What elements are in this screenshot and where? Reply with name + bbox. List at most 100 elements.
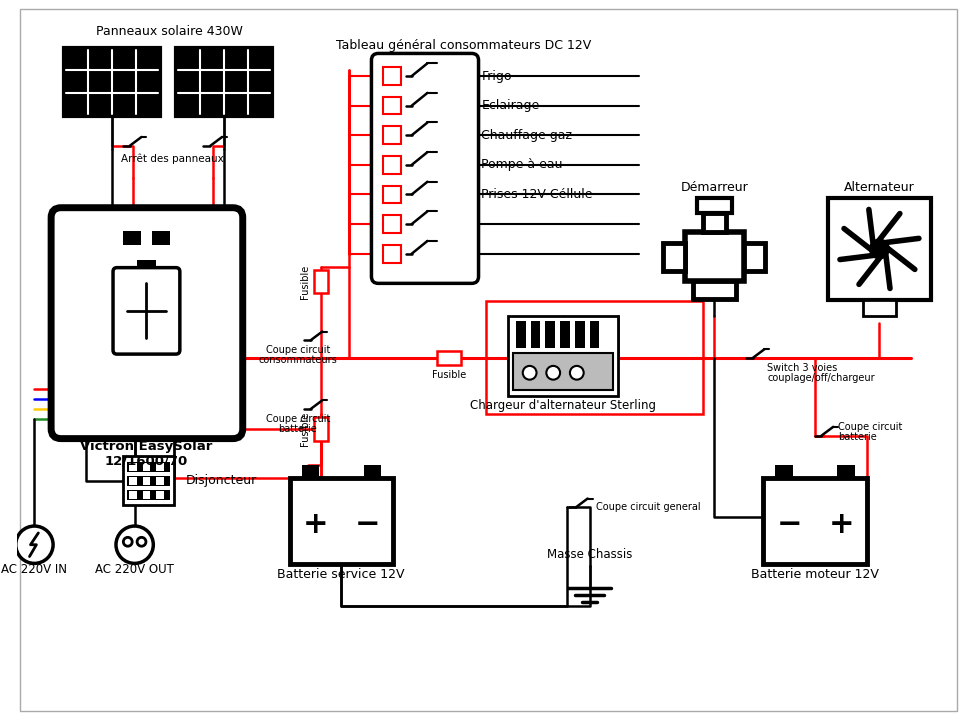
Text: Arrêt des panneaux: Arrêt des panneaux [121, 153, 224, 164]
Bar [153, 231, 170, 245]
FancyBboxPatch shape [51, 207, 243, 438]
Bar [127, 490, 170, 500]
Bar [828, 198, 930, 300]
Text: AC 220V IN: AC 220V IN [1, 563, 67, 576]
Bar [697, 198, 732, 212]
Circle shape [15, 526, 53, 563]
Text: Disjoncteur: Disjoncteur [185, 474, 257, 487]
Bar [156, 491, 164, 498]
Circle shape [116, 526, 154, 563]
Text: Fusible: Fusible [300, 412, 309, 446]
Text: Masse Chassis: Masse Chassis [547, 549, 633, 562]
Bar [863, 300, 896, 316]
Bar [315, 417, 328, 441]
Bar [315, 269, 328, 293]
Text: Pompe à eau: Pompe à eau [482, 158, 563, 171]
Bar [301, 465, 320, 478]
Text: Panneaux solaire 430W: Panneaux solaire 430W [96, 25, 243, 38]
Bar [828, 198, 930, 300]
Bar [129, 477, 136, 485]
Text: Prises 12V Céllule: Prises 12V Céllule [482, 188, 593, 201]
FancyBboxPatch shape [372, 53, 478, 284]
Bar [763, 478, 867, 564]
Text: Fusible: Fusible [432, 370, 467, 380]
Bar [290, 478, 393, 564]
Bar [142, 477, 151, 485]
Text: Coupe circuit: Coupe circuit [266, 345, 330, 355]
Bar [516, 320, 526, 348]
Bar [176, 48, 273, 117]
Bar [383, 215, 401, 233]
Text: Batterie service 12V: Batterie service 12V [277, 567, 405, 581]
Text: Alternateur: Alternateur [844, 181, 915, 194]
Bar [487, 301, 703, 414]
Bar [136, 260, 156, 271]
Text: Démarreur: Démarreur [681, 181, 748, 194]
Bar [127, 462, 170, 472]
Bar [589, 320, 599, 348]
Text: Switch 3 voies: Switch 3 voies [767, 363, 838, 373]
Text: Coupe circuit general: Coupe circuit general [596, 503, 701, 513]
Bar [545, 320, 555, 348]
Text: batterie: batterie [838, 431, 876, 441]
Bar [383, 67, 401, 85]
Bar [64, 48, 160, 117]
Text: Tableau général consommateurs DC 12V: Tableau général consommateurs DC 12V [336, 39, 591, 52]
FancyBboxPatch shape [113, 268, 180, 354]
Bar [744, 243, 765, 271]
Bar [383, 156, 401, 174]
Text: Frigo: Frigo [482, 70, 512, 83]
Bar [508, 316, 618, 396]
Circle shape [570, 366, 584, 379]
Bar [156, 477, 164, 485]
Bar [663, 243, 684, 271]
Bar [127, 476, 170, 486]
Bar [771, 486, 859, 557]
Bar [703, 212, 726, 233]
Circle shape [836, 206, 923, 292]
Bar [142, 463, 151, 471]
Bar [290, 478, 393, 564]
Text: Batterie moteur 12V: Batterie moteur 12V [751, 567, 878, 581]
Bar [383, 245, 401, 263]
Bar [364, 465, 381, 478]
Text: −: − [355, 510, 380, 539]
Text: consommateurs: consommateurs [258, 355, 337, 365]
Circle shape [123, 537, 132, 546]
Bar [437, 351, 461, 365]
Text: Coupe circuit: Coupe circuit [266, 414, 330, 424]
Circle shape [523, 366, 537, 379]
Text: AC 220V OUT: AC 220V OUT [95, 563, 174, 576]
Bar [383, 186, 401, 203]
Text: couplage/off/chargeur: couplage/off/chargeur [767, 373, 876, 383]
Bar [129, 463, 136, 471]
Text: batterie: batterie [278, 424, 317, 433]
Text: +: + [302, 510, 328, 539]
Text: 12/1600/70: 12/1600/70 [105, 455, 188, 468]
Text: −: − [777, 510, 802, 539]
Bar [863, 300, 896, 316]
Text: Eclairage: Eclairage [482, 99, 540, 112]
Circle shape [137, 537, 146, 546]
Text: Chargeur d'alternateur Sterling: Chargeur d'alternateur Sterling [470, 399, 656, 412]
Bar [176, 48, 273, 117]
Bar [776, 465, 793, 478]
Text: Coupe circuit: Coupe circuit [838, 422, 902, 432]
Bar [763, 478, 867, 564]
Bar [298, 486, 385, 557]
Bar [123, 231, 140, 245]
Bar [156, 463, 164, 471]
Bar [837, 465, 854, 478]
Bar [684, 233, 744, 282]
Bar [129, 491, 136, 498]
Bar [575, 320, 585, 348]
Bar [560, 320, 570, 348]
Circle shape [870, 240, 889, 258]
Text: +: + [828, 510, 854, 539]
Text: Chauffage gaz: Chauffage gaz [482, 129, 572, 142]
Bar [142, 491, 151, 498]
Bar [123, 456, 174, 505]
Text: Fusible: Fusible [300, 264, 309, 299]
Bar [531, 320, 540, 348]
Bar [64, 48, 160, 117]
